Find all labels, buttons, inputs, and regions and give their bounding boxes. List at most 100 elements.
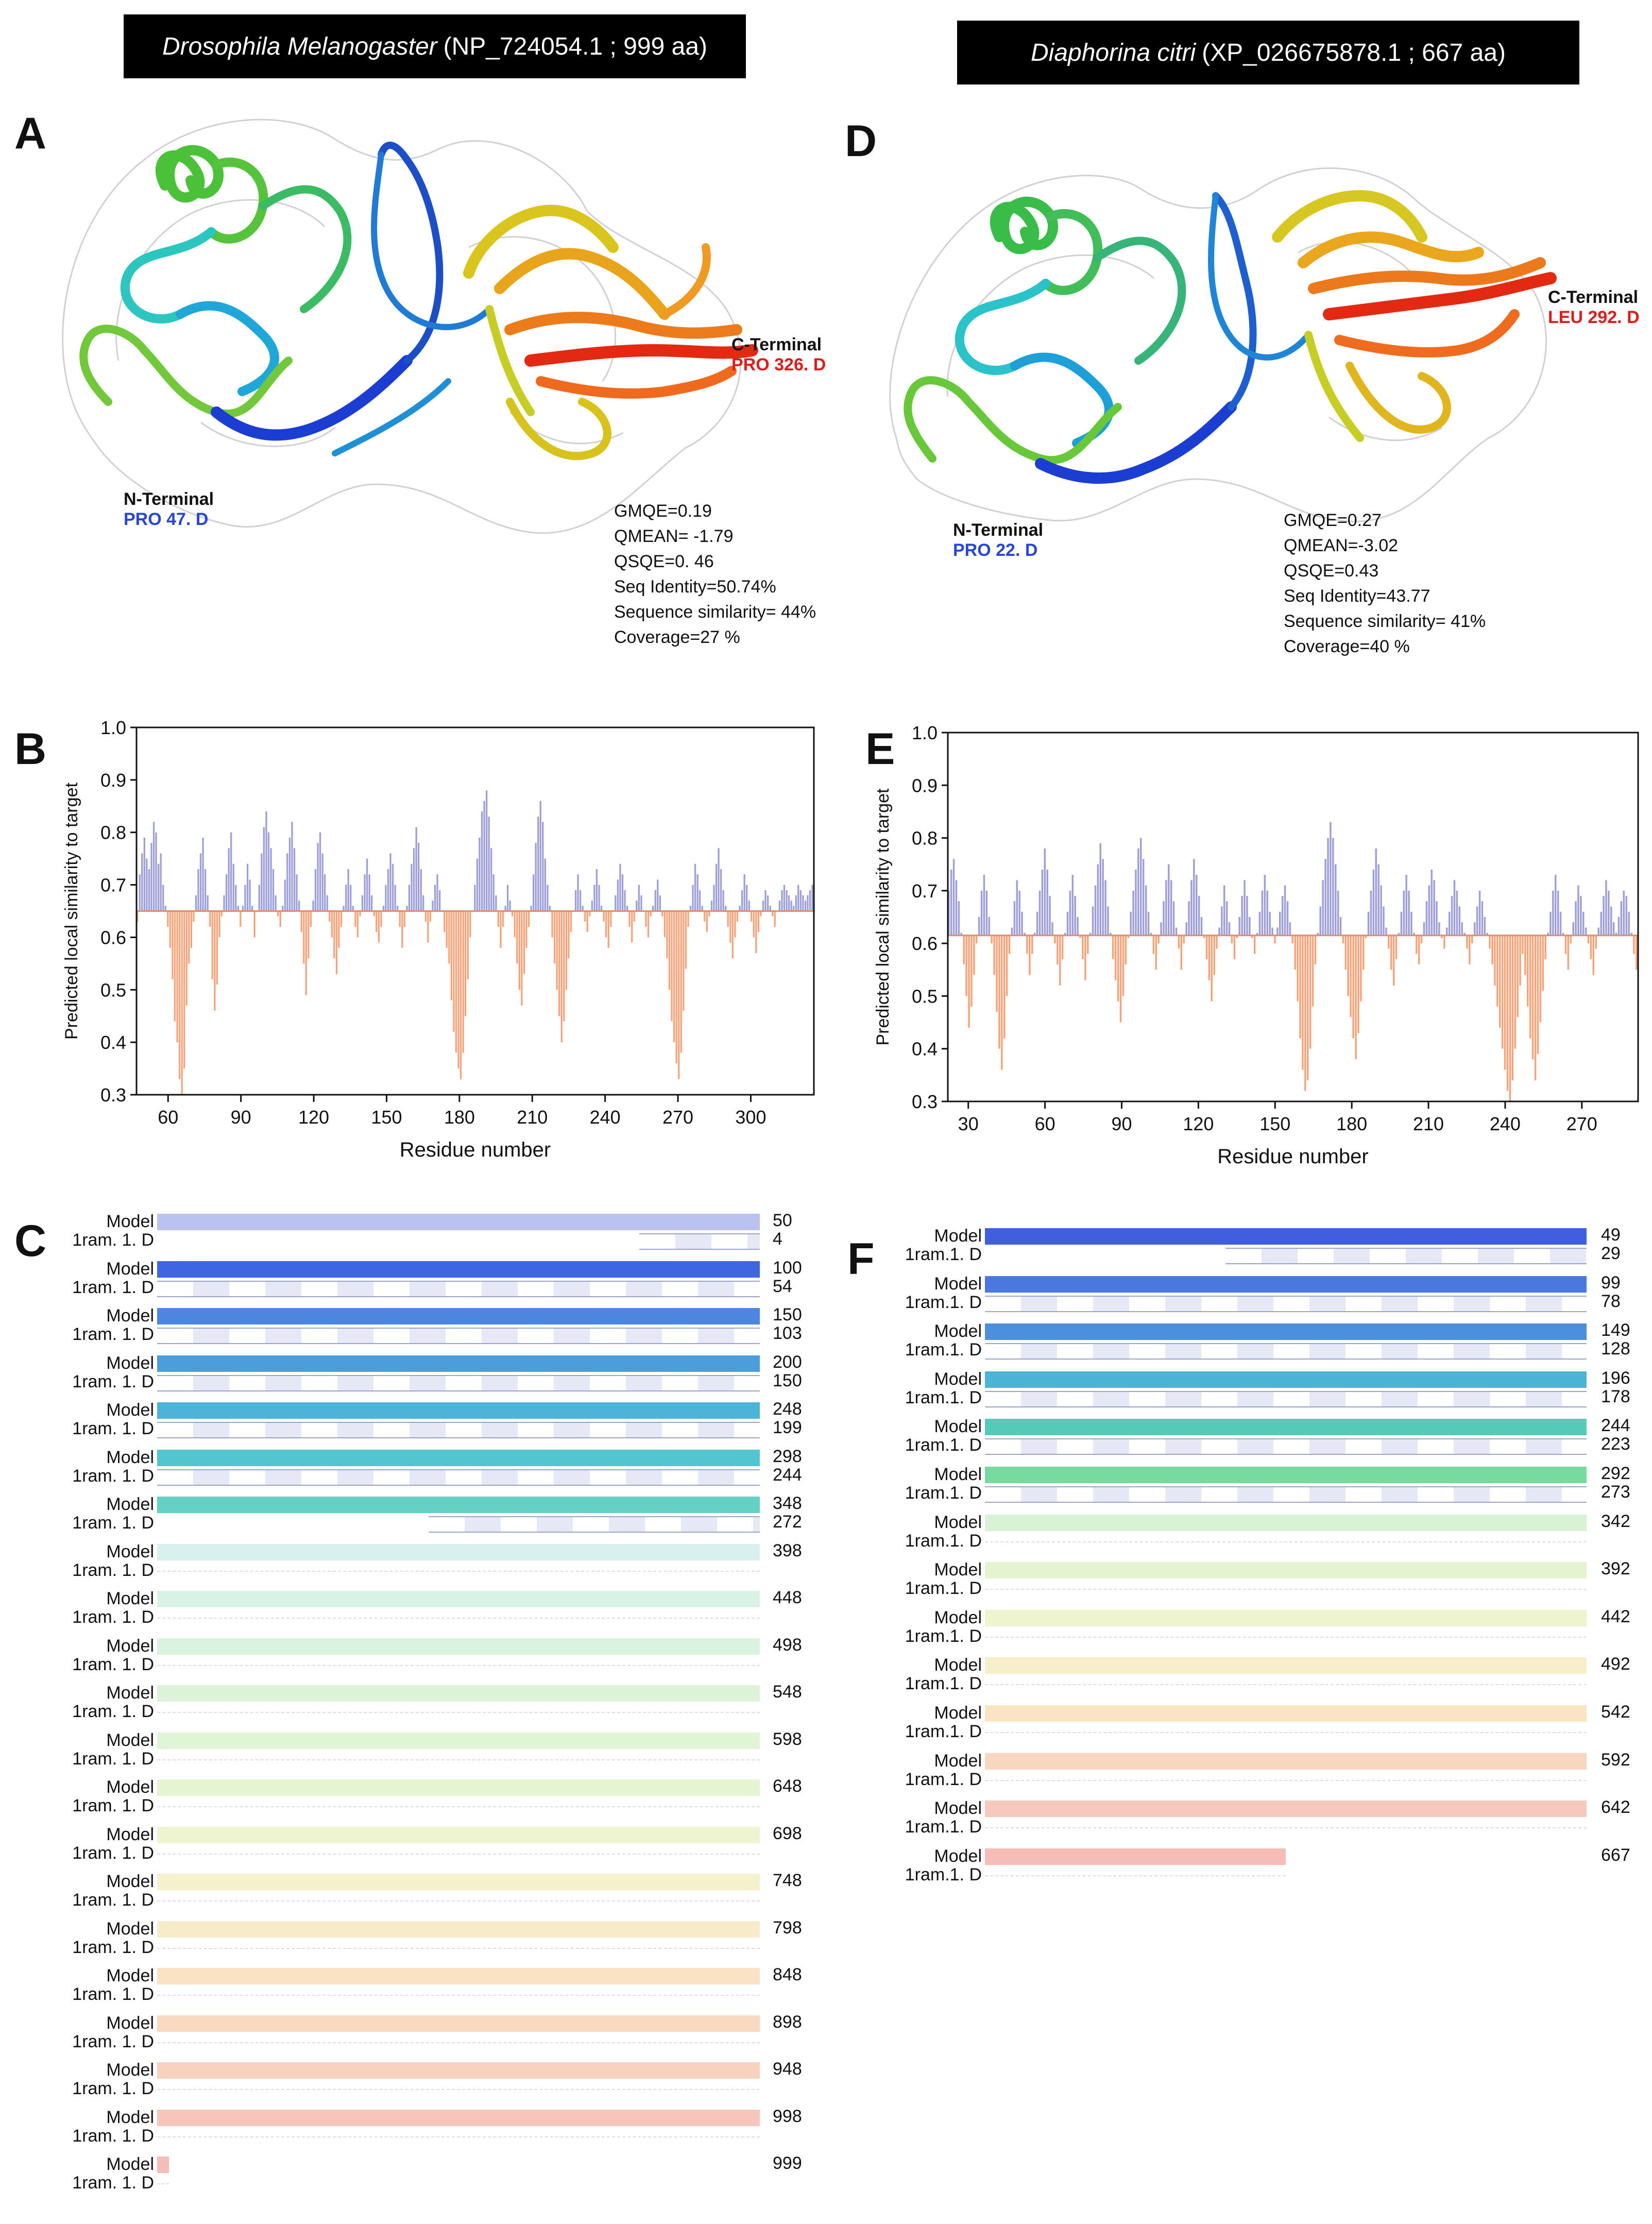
similarity-bar (713, 885, 715, 911)
similarity-bar (359, 911, 361, 916)
similarity-bar (1636, 935, 1638, 970)
similarity-bar (1084, 935, 1086, 980)
similarity-bar (595, 869, 598, 911)
model-label: Model (106, 1447, 154, 1467)
similarity-bar (1567, 935, 1570, 970)
model-sequence-bar (157, 1968, 760, 1984)
similarity-bar (1125, 935, 1127, 965)
template-label: 1ram. 1. D (72, 1560, 154, 1580)
similarity-bar (574, 890, 577, 911)
template-label: 1ram. 1. D (72, 1890, 154, 1910)
panel-letter-d: D (845, 116, 877, 166)
similarity-bar (1102, 859, 1104, 936)
similarity-bar (1557, 890, 1559, 936)
similarity-bar (406, 906, 408, 911)
similarity-bar (1332, 838, 1334, 936)
model-sequence-bar (157, 1685, 760, 1702)
template-label: 1ram. 1. D (72, 1937, 154, 1957)
similarity-bar (1608, 890, 1610, 936)
template-label: 1ram.1. D (905, 1722, 982, 1741)
similarity-bar (1011, 927, 1013, 936)
similarity-bar (1466, 935, 1468, 949)
similarity-bar (333, 911, 335, 959)
similarity-bar (1612, 922, 1615, 936)
similarity-bar (645, 911, 647, 927)
similarity-bar (1228, 922, 1231, 936)
molecular-surface-right (889, 167, 1547, 522)
model-end-number: 642 (1601, 1797, 1630, 1818)
similarity-bar (970, 935, 973, 1007)
template-label: 1ram.1. D (905, 1387, 982, 1407)
model-sequence-bar (157, 1543, 760, 1560)
similarity-bar (1008, 935, 1011, 954)
similarity-bar (326, 895, 328, 911)
x-tick-label: 210 (1413, 1113, 1444, 1134)
similarity-bar (183, 911, 185, 1069)
similarity-bar (731, 911, 734, 959)
similarity-bar (319, 832, 321, 911)
similarity-bar (459, 911, 462, 1079)
similarity-bar (1322, 880, 1324, 936)
x-axis-title: Residue number (400, 1139, 551, 1161)
template-gap-line (157, 1900, 760, 1902)
similarity-bar (509, 901, 511, 911)
similarity-bar (781, 890, 783, 911)
y-tick-label: 0.7 (912, 880, 938, 902)
similarity-bar (1481, 901, 1484, 936)
similarity-bar (1501, 935, 1504, 1049)
template-label: 1ram. 1. D (72, 2079, 154, 2098)
template-label: 1ram.1. D (905, 1245, 982, 1264)
similarity-bar (769, 906, 771, 911)
similarity-bar (1041, 869, 1044, 936)
similarity-bar (1572, 922, 1574, 936)
similarity-bar (549, 906, 551, 911)
model-label: Model (934, 1560, 982, 1580)
secondary-structure-track (157, 1280, 760, 1297)
similarity-bar (1238, 917, 1240, 936)
alignment-row: Model 1ram.1. D 592 (886, 1750, 1652, 1798)
similarity-bar (462, 911, 464, 1053)
x-tick-label: 60 (158, 1107, 178, 1128)
similarity-bar (1585, 927, 1587, 936)
similarity-bar (1312, 935, 1314, 1007)
similarity-bar (150, 843, 152, 911)
alignment-row: Model 1ram.1. D 149 128 (886, 1320, 1652, 1369)
model-end-number: 598 (773, 1729, 802, 1749)
similarity-bar (1216, 935, 1218, 949)
sequence-alignment-f: Model 1ram.1. D 49 29 Model 1ram.1. D 99 78 Mode… (0, 0, 1630, 1885)
similarity-bar (675, 911, 677, 1063)
similarity-bar (476, 858, 479, 911)
similarity-bar (542, 822, 544, 911)
similarity-bar (422, 895, 424, 911)
alignment-row: Model 1ram. 1. D 548 (57, 1682, 829, 1730)
similarity-bar (1147, 911, 1150, 936)
y-tick-label: 0.5 (100, 979, 126, 1000)
template-gap-line (985, 1875, 1286, 1876)
template-gap-line (157, 2089, 760, 2090)
template-gap-line (157, 1947, 760, 1949)
similarity-bar (547, 885, 549, 911)
similarity-bar (392, 863, 394, 911)
model-label: Model (934, 1465, 982, 1484)
similarity-bar (1580, 896, 1582, 936)
model-end-number: 498 (773, 1635, 802, 1655)
similarity-bar (1038, 890, 1041, 936)
similarity-bar (647, 911, 650, 938)
similarity-bar (209, 911, 211, 927)
x-axis-title: Residue number (1217, 1145, 1369, 1168)
similarity-bar (748, 901, 750, 911)
template-end-number: 128 (1601, 1339, 1630, 1359)
similarity-bar (1314, 935, 1317, 965)
template-label: 1ram.1. D (905, 1817, 982, 1837)
alignment-row: Model 1ram.1. D 292 273 (886, 1464, 1652, 1512)
similarity-bar (960, 932, 962, 936)
similarity-bar (188, 911, 190, 964)
alignment-row: Model 1ram. 1. D 798 (57, 1918, 829, 1966)
similarity-bar (312, 901, 314, 911)
similarity-bar (497, 911, 499, 927)
alignment-row: Model 1ram.1. D 442 (886, 1607, 1652, 1655)
similarity-bar (727, 911, 729, 927)
alignment-row: Model 1ram.1. D 99 78 (886, 1273, 1652, 1321)
alignment-row: Model 1ram. 1. D 200 150 (57, 1352, 829, 1401)
similarity-bar (603, 911, 605, 922)
